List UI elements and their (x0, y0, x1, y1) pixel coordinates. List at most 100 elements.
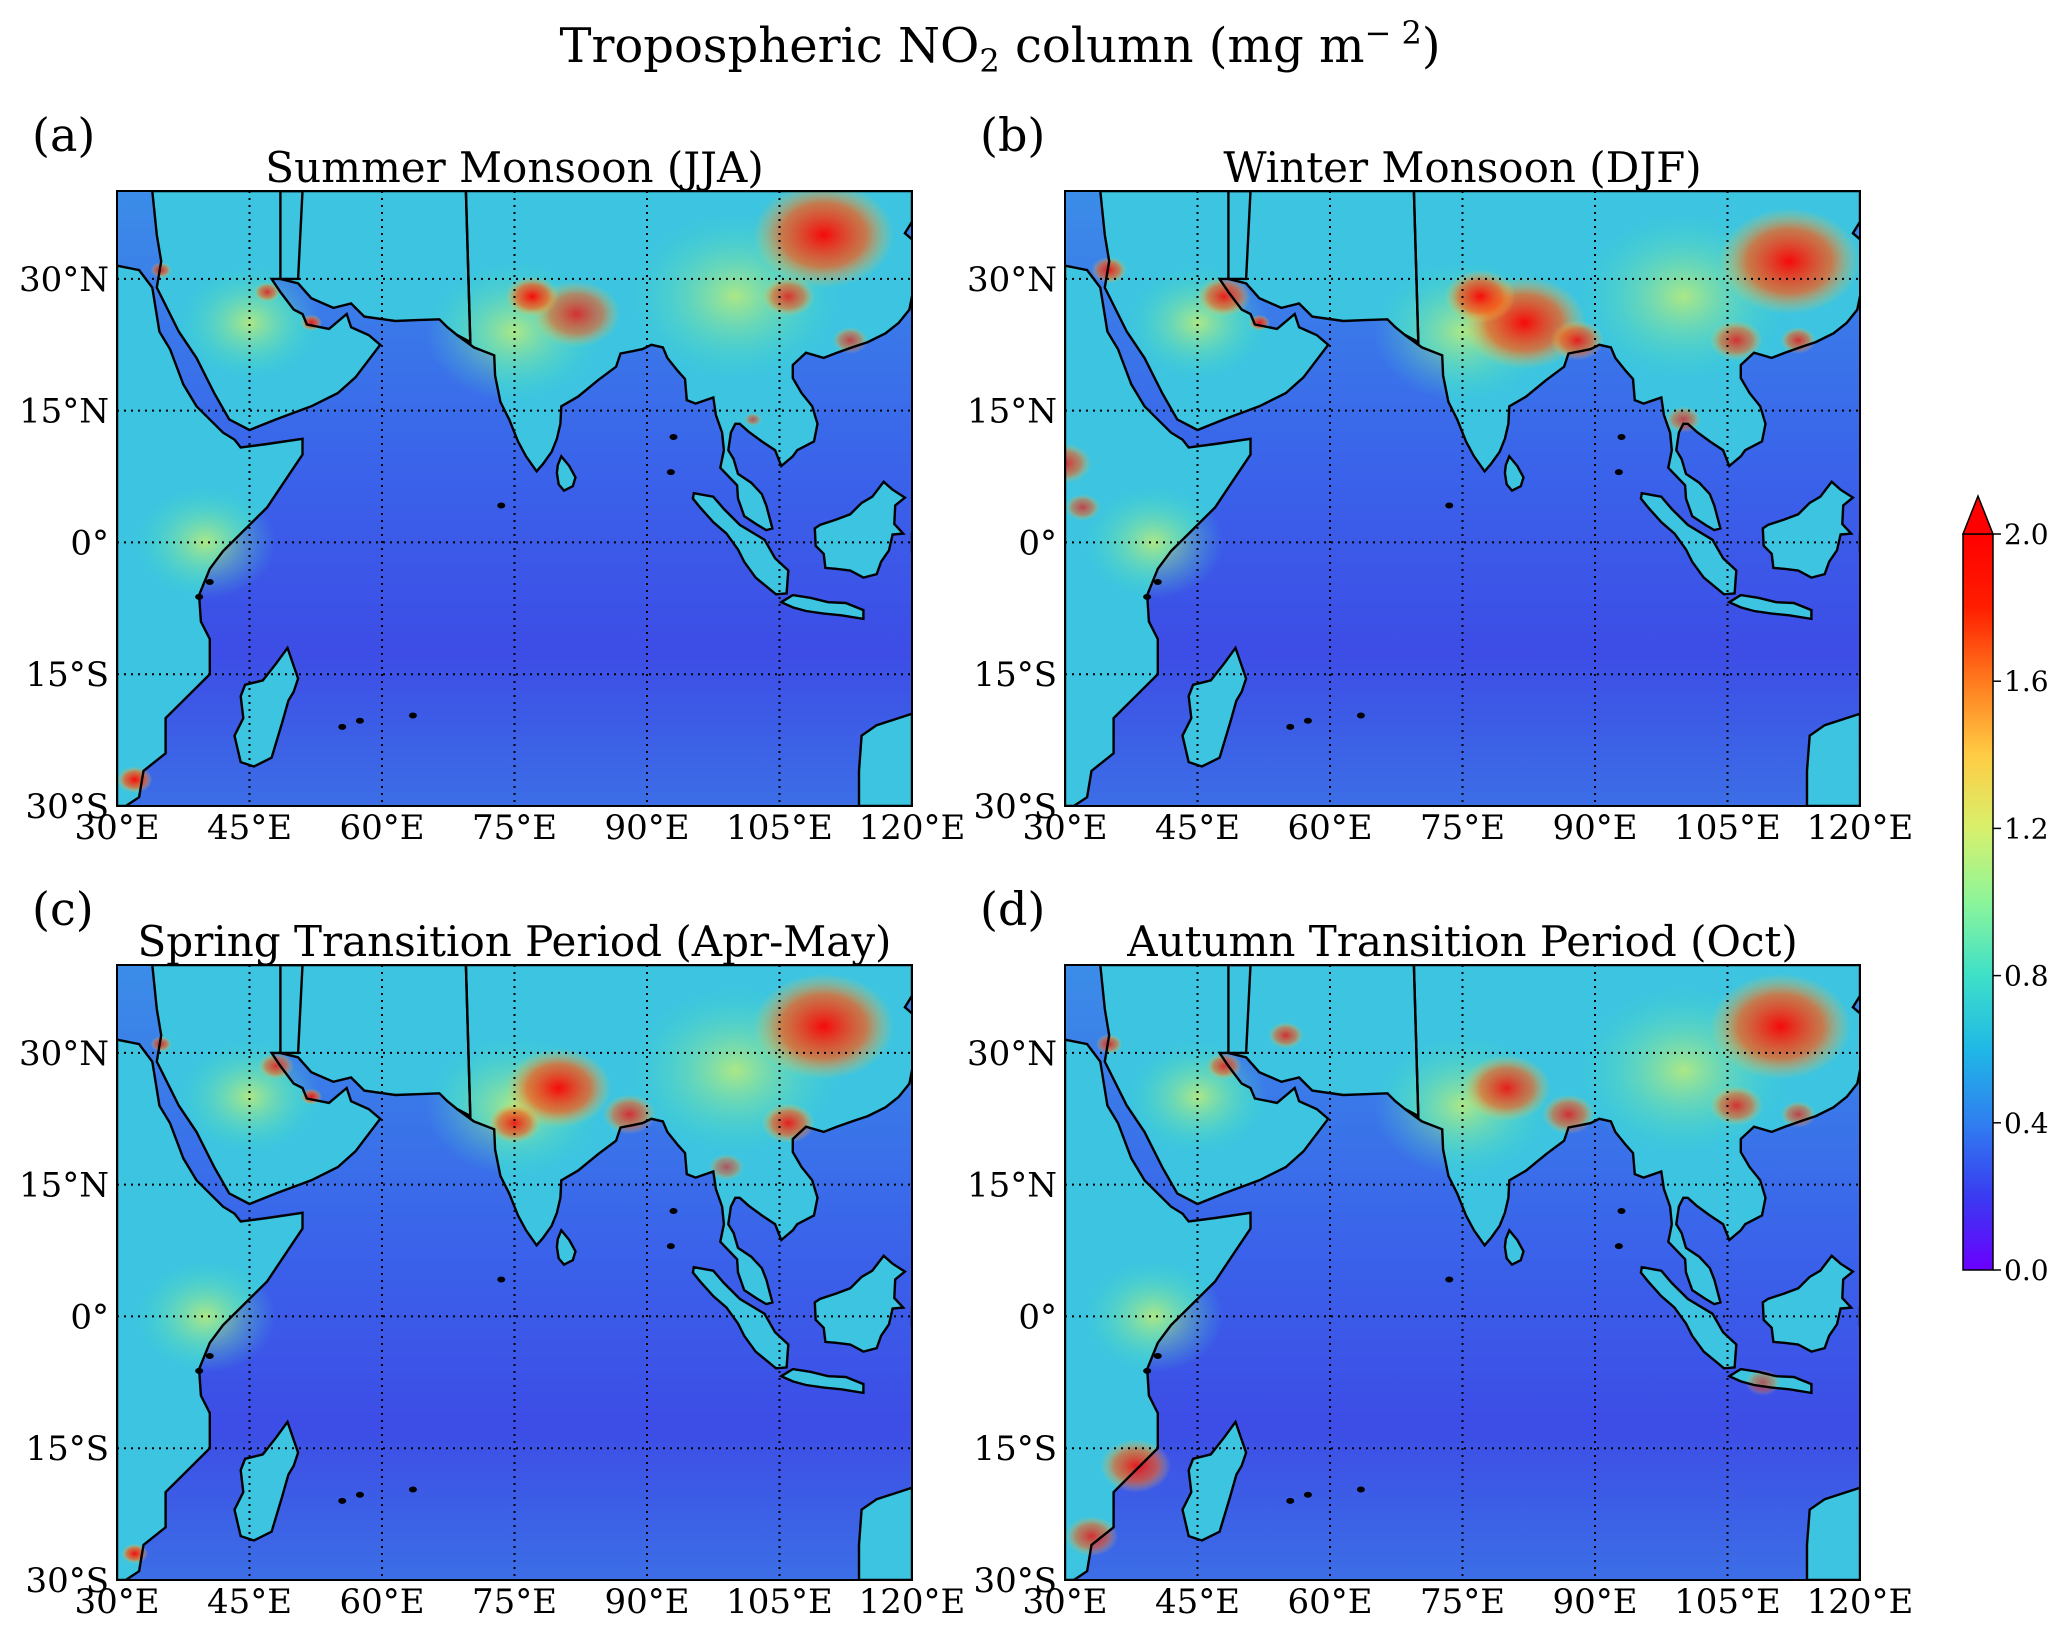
island (669, 1208, 678, 1214)
lon-tick-label: 120°E (1807, 808, 1914, 848)
panel-a-title: Summer Monsoon (JJA) (265, 143, 763, 192)
lat-tick-label: 30°N (19, 260, 109, 300)
no2-hotspot (253, 282, 281, 302)
island (1445, 502, 1454, 509)
no2-hotspot (1780, 1101, 1816, 1128)
no2-hotspot (761, 276, 815, 317)
colorbar-tick-label: 0.4 (2004, 1107, 2049, 1140)
panel-a-map (117, 191, 912, 806)
no2-hotspot (1709, 1085, 1763, 1126)
coastline-srilanka (1503, 453, 1525, 493)
lon-tick-label: 60°E (339, 1582, 424, 1622)
coastline-africa (1065, 264, 1252, 806)
land-java (1729, 595, 1812, 619)
no2-hotspot (1780, 327, 1816, 354)
coastline-australia (857, 1486, 912, 1580)
island (338, 1497, 347, 1504)
island (1153, 1352, 1162, 1359)
panel-c-map (117, 965, 912, 1580)
no2-hotspot (744, 412, 762, 427)
no2-hotspot (753, 973, 895, 1080)
island (1286, 723, 1295, 730)
coastline-srilanka (555, 453, 577, 493)
lon-tick-label: 105°E (1674, 1582, 1781, 1622)
lon-tick-label: 30°E (74, 1582, 159, 1622)
land-australia (859, 1487, 912, 1580)
coastline-arabia (151, 965, 382, 1206)
no2-hotspot (1197, 276, 1251, 317)
land-borneo (1762, 481, 1853, 578)
panel-a: (a) Summer Monsoon (JJA) 30°E 45°E 60°E 75°E 9… (19, 108, 965, 848)
lat-tick-label: 15°N (967, 392, 1057, 432)
lat-tick-label: 0° (70, 523, 109, 563)
coastline-madagascar (1181, 1419, 1248, 1542)
island (1143, 593, 1152, 600)
lat-tick-label: 0° (1018, 1297, 1057, 1337)
lat-tick-label: 30°N (967, 260, 1057, 300)
land-enhancement (178, 266, 321, 380)
island (666, 469, 675, 476)
lon-tick-label: 90°E (1552, 808, 1637, 848)
lat-tick-label: 30°N (967, 1034, 1057, 1074)
land-sulawesi (1860, 1303, 1904, 1325)
lon-tick-label: 60°E (1287, 808, 1372, 848)
land-enhancement (1082, 1259, 1225, 1373)
lat-tick-label: 30°S (973, 787, 1057, 827)
coastline-sumatra (1639, 1265, 1738, 1370)
land-australia (859, 713, 912, 806)
lon-tick-label: 60°E (1287, 1582, 1372, 1622)
coastline-madagascar (1181, 645, 1248, 768)
coastline-madagascar (233, 645, 300, 768)
lat-tick-label: 15°N (19, 392, 109, 432)
land-australia (1807, 1487, 1860, 1580)
coastline-africa (117, 1038, 304, 1580)
coastline-java (778, 593, 865, 621)
coastline-africa (1065, 1038, 1252, 1580)
figure-title: Tropospheric NO2 column (mg m− 2) (559, 14, 1440, 80)
coastline-australia (857, 712, 912, 806)
coastline-asia (456, 965, 912, 1306)
panel-d: (d) Autumn Transition Period (Oct) 30°E 45°… (967, 882, 1913, 1622)
lat-tick-label: 30°S (25, 787, 109, 827)
coastline-australia (1805, 712, 1860, 806)
island (1617, 1208, 1626, 1214)
no2-hotspot (117, 766, 153, 793)
no2-hotspot (1065, 443, 1092, 484)
coastline-java (1726, 593, 1813, 621)
island (1303, 1491, 1312, 1498)
land-enhancement (134, 485, 276, 599)
panel-c-title: Spring Transition Period (Apr-May) (138, 917, 892, 966)
island (1303, 717, 1312, 724)
lon-tick-label: 30°E (1022, 1582, 1107, 1622)
lon-tick-label: 45°E (1155, 1582, 1240, 1622)
lon-tick-label: 45°E (1155, 808, 1240, 848)
lat-tick-label: 15°N (19, 1166, 109, 1206)
lon-tick-label: 105°E (726, 808, 833, 848)
coastline-arabia (1099, 965, 1330, 1206)
lat-tick-label: 15°S (973, 1429, 1057, 1469)
coastline-borneo (1761, 1254, 1855, 1353)
coastline-madagascar (233, 1419, 300, 1542)
land-enhancement (134, 1259, 276, 1373)
coastline-sulawesi (910, 532, 912, 553)
land-madagascar (234, 647, 299, 767)
panel-frame (116, 190, 913, 807)
land-australia (1807, 713, 1860, 806)
no2-hotspot (1462, 1054, 1551, 1122)
island (1286, 1497, 1295, 1504)
no2-hotspot (832, 327, 868, 354)
coastline-java (778, 1367, 865, 1395)
land-sulawesi (1860, 529, 1904, 551)
coastline-arabia (151, 191, 382, 432)
island (1617, 434, 1626, 440)
island (338, 723, 347, 730)
lon-tick-label: 75°E (472, 1582, 557, 1622)
no2-hotspot (1268, 1022, 1304, 1049)
panel-frame (1064, 190, 1861, 807)
no2-hotspot (488, 1103, 541, 1144)
land-srilanka (1504, 1230, 1524, 1265)
panel-b-title: Winter Monsoon (DJF) (1223, 143, 1701, 192)
colorbar-tick-label: 0.0 (2004, 1254, 2049, 1287)
island (205, 578, 214, 585)
panel-c: (c) Spring Transition Period (Apr-May) 30°… (19, 882, 965, 1622)
